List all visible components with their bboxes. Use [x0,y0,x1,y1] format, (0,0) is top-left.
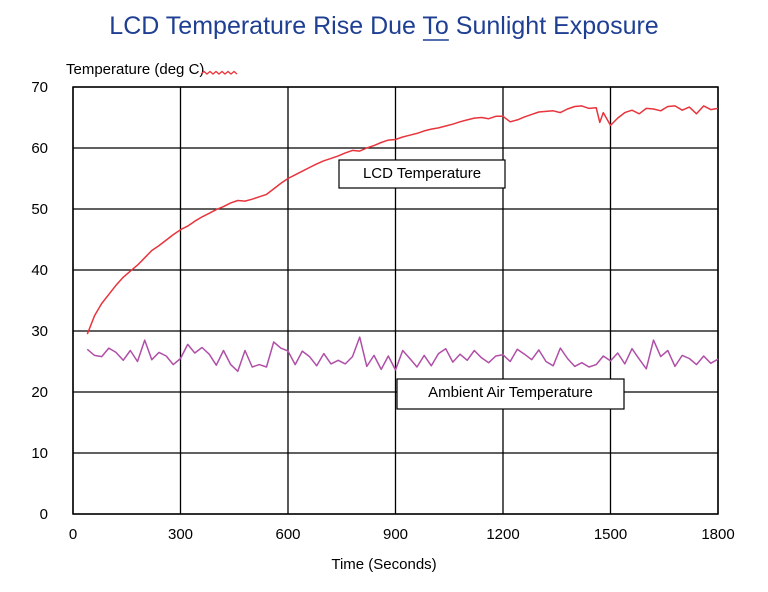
title-word: Due [363,12,416,40]
y-tick-label: 20 [31,384,48,401]
x-tick-label: 300 [168,526,193,543]
y-tick-label: 60 [31,140,48,157]
x-tick-label: 1200 [486,526,519,543]
x-axis-label: Time (Seconds) [331,556,436,573]
title-word: Exposure [546,12,659,40]
y-tick-label: 30 [31,323,48,340]
x-tick-label: 1800 [701,526,734,543]
title-word: Sunlight [449,12,546,40]
y-tick-label: 0 [40,506,48,523]
y-tick-label: 70 [31,79,48,96]
chart-title: LCD Temperature Rise Due To Sunlight Exp… [109,12,658,40]
annotation-label: Ambient Air Temperature [428,384,593,401]
title-word: To [416,12,449,40]
axis-ticks: 0 300 600 900 1200 1500 1800 0 10 20 30 40 50 60 70 [31,79,734,543]
y-tick-label: 50 [31,201,48,218]
x-tick-label: 900 [383,526,408,543]
x-tick-label: 1500 [594,526,627,543]
title-word: Temperature [159,12,306,40]
annotation-box [338,159,506,189]
gridlines [72,86,719,515]
title-word: Rise [306,12,363,40]
x-tick-label: 600 [275,526,300,543]
annotations: LCD Temperature Ambient Air Temperature [338,159,625,410]
annotation-box [396,378,625,410]
spellcheck-squiggle [200,70,238,75]
series-lines [86,105,719,373]
annotation-lcd: LCD Temperature [338,159,506,189]
series-line-lcd-temperature [86,105,719,335]
annotation-label: LCD Temperature [363,165,481,182]
y-tick-label: 10 [31,445,48,462]
y-axis-label: Temperature (deg C) [66,61,204,78]
y-tick-label: 40 [31,262,48,279]
x-tick-label: 0 [69,526,77,543]
title-word: LCD [109,12,159,40]
annotation-ambient: Ambient Air Temperature [396,378,625,410]
plot-area-border [72,86,719,515]
series-line-ambient-air-temperature [86,336,719,373]
